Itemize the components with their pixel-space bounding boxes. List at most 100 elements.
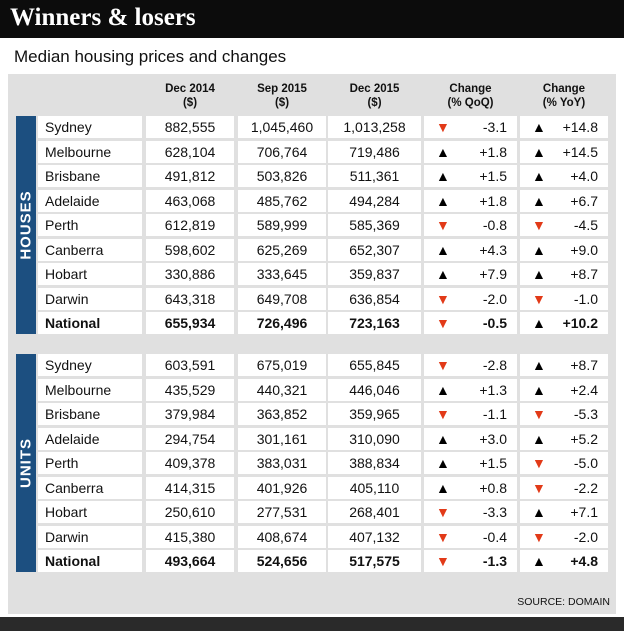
- table-cell-qoq: ▲ +1.3: [424, 378, 517, 401]
- table-cell-dec2015: 388,834: [328, 452, 421, 474]
- up-triangle-icon: ▲: [532, 241, 546, 258]
- up-triangle-icon: ▲: [436, 455, 450, 471]
- header-dec-2014-label: Dec 2014: [165, 83, 215, 95]
- section-label-text: UNITS: [17, 438, 35, 488]
- change-value: +3.0: [479, 430, 507, 447]
- table-cell-dec2014: 463,068: [146, 189, 234, 212]
- up-triangle-icon: ▲: [532, 357, 546, 373]
- table-cell-city: Perth: [38, 214, 142, 236]
- up-triangle-icon: ▲: [532, 119, 546, 135]
- change-value: -5.3: [573, 406, 598, 422]
- down-triangle-icon: ▼: [532, 455, 546, 471]
- header-sep-2015-label: Sep 2015: [257, 83, 307, 95]
- table-cell-yoy: ▲ +8.7: [520, 354, 608, 376]
- table-cell-sep2015: 485,762: [238, 189, 326, 212]
- change-value: +9.0: [570, 241, 598, 258]
- change-value: -2.0: [482, 290, 507, 307]
- table-cell-dec2015: 652,307: [328, 238, 421, 261]
- table-cell-dec2015: 494,284: [328, 189, 421, 212]
- table-cell-dec2014: 603,591: [146, 354, 234, 376]
- table-cell-dec2015: 511,361: [328, 165, 421, 187]
- table-cell-sep2015: 440,321: [238, 378, 326, 401]
- down-triangle-icon: ▼: [436, 357, 450, 373]
- table-cell-sep2015: 503,826: [238, 165, 326, 187]
- header-dec-2014-unit: ($): [182, 97, 198, 109]
- down-triangle-icon: ▼: [532, 528, 546, 545]
- section-label-houses: HOUSES: [16, 116, 36, 334]
- table-cell-sep2015: 1,045,460: [238, 116, 326, 138]
- change-value: +1.3: [479, 381, 507, 398]
- table-cell-dec2015: 405,110: [328, 476, 421, 499]
- up-triangle-icon: ▲: [532, 430, 546, 447]
- change-value: -2.2: [573, 479, 598, 496]
- table-cell-yoy: ▼ -2.0: [520, 525, 608, 548]
- table-cell-yoy: ▼ -1.0: [520, 287, 608, 310]
- change-value: -1.1: [482, 406, 507, 422]
- up-triangle-icon: ▲: [436, 143, 450, 160]
- table-cell-city: Melbourne: [38, 378, 142, 401]
- table-cell-yoy: ▲ +9.0: [520, 238, 608, 261]
- change-value: +1.5: [479, 168, 507, 184]
- table-cell-dec2014: 493,664: [146, 550, 234, 572]
- table-cell-dec2014: 643,318: [146, 287, 234, 310]
- table-cell-dec2015: 517,575: [328, 550, 421, 572]
- table-cell-sep2015: 408,674: [238, 525, 326, 548]
- change-value: +6.7: [570, 192, 598, 209]
- table-cell-yoy: ▲ +2.4: [520, 378, 608, 401]
- header-dec-2015: Dec 2015 ($): [328, 82, 421, 110]
- down-triangle-icon: ▼: [436, 406, 450, 422]
- table-cell-city: Adelaide: [38, 189, 142, 212]
- table-cell-qoq: ▼ -1.1: [424, 403, 517, 425]
- down-triangle-icon: ▼: [436, 504, 450, 520]
- table-cell-sep2015: 363,852: [238, 403, 326, 425]
- change-value: -3.1: [482, 119, 507, 135]
- table-cell-dec2015: 446,046: [328, 378, 421, 401]
- up-triangle-icon: ▲: [436, 479, 450, 496]
- table-cell-city: Darwin: [38, 525, 142, 548]
- table-cell-dec2014: 414,315: [146, 476, 234, 499]
- table-cell-qoq: ▼ -0.4: [424, 525, 517, 548]
- table-cell-sep2015: 524,656: [238, 550, 326, 572]
- up-triangle-icon: ▲: [436, 381, 450, 398]
- header-sep-2015: Sep 2015 ($): [238, 82, 326, 110]
- table-cell-qoq: ▼ -3.3: [424, 501, 517, 523]
- table-cell-sep2015: 401,926: [238, 476, 326, 499]
- page-title: Winners & losers: [0, 0, 624, 38]
- table-cell-qoq: ▲ +1.5: [424, 452, 517, 474]
- table-cell-dec2014: 612,819: [146, 214, 234, 236]
- change-value: +14.8: [562, 119, 598, 135]
- table-cell-yoy: ▼ -5.3: [520, 403, 608, 425]
- up-triangle-icon: ▲: [532, 315, 546, 331]
- table-cell-sep2015: 706,764: [238, 140, 326, 163]
- up-triangle-icon: ▲: [436, 241, 450, 258]
- table-cell-qoq: ▼ -3.1: [424, 116, 517, 138]
- header-dec-2015-unit: ($): [367, 97, 382, 109]
- down-triangle-icon: ▼: [436, 119, 450, 135]
- down-triangle-icon: ▼: [436, 315, 450, 331]
- table-cell-yoy: ▲ +14.5: [520, 140, 608, 163]
- header-qoq: Change (% QoQ): [424, 82, 517, 110]
- table-cell-city: National: [38, 550, 142, 572]
- table-cell-city: Brisbane: [38, 165, 142, 187]
- table-cell-city: Perth: [38, 452, 142, 474]
- down-triangle-icon: ▼: [436, 528, 450, 545]
- table-cell-dec2014: 882,555: [146, 116, 234, 138]
- change-value: -0.4: [482, 528, 507, 545]
- up-triangle-icon: ▲: [532, 168, 546, 184]
- change-value: +10.2: [562, 315, 598, 331]
- change-value: +7.1: [570, 504, 598, 520]
- section-label-text: HOUSES: [17, 190, 35, 260]
- header-yoy-label: Change: [542, 83, 586, 95]
- change-value: -1.0: [573, 290, 598, 307]
- header-dec-2015-label: Dec 2015: [349, 83, 400, 95]
- table-cell-yoy: ▲ +5.2: [520, 427, 608, 450]
- change-value: +14.5: [562, 143, 598, 160]
- table-cell-yoy: ▼ -4.5: [520, 214, 608, 236]
- change-value: +7.9: [479, 266, 507, 282]
- change-value: -3.3: [482, 504, 507, 520]
- change-value: +1.5: [479, 455, 507, 471]
- change-value: -5.0: [573, 455, 598, 471]
- table-cell-qoq: ▼ -2.0: [424, 287, 517, 310]
- table-cell-qoq: ▲ +4.3: [424, 238, 517, 261]
- table-cell-city: Hobart: [38, 263, 142, 285]
